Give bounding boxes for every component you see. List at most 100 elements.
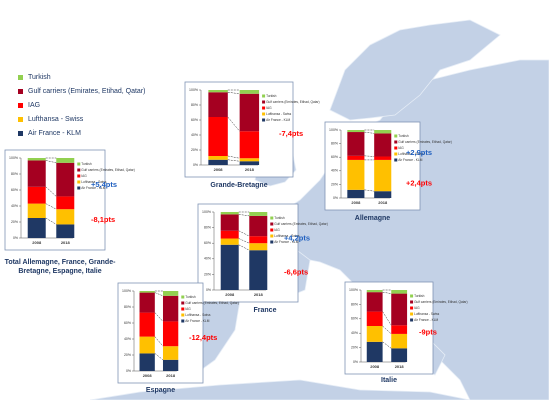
- bar-segment: [56, 196, 75, 210]
- mini-legend-swatch: [181, 319, 185, 323]
- connector: [154, 353, 164, 360]
- bar-segment: [391, 290, 408, 294]
- x-tick-label: 2018: [61, 240, 71, 245]
- bar-segment: [366, 326, 383, 342]
- africa: [89, 379, 471, 400]
- bar-segment: [139, 353, 155, 371]
- y-tick-label: 20%: [204, 272, 211, 276]
- y-tick-label: 40%: [331, 169, 338, 173]
- bar-segment: [27, 158, 46, 161]
- y-tick-label: 80%: [204, 226, 211, 230]
- connector: [45, 160, 57, 164]
- mini-legend-label: Lufthansa - Swiss: [414, 312, 440, 316]
- mini-legend-swatch: [270, 216, 274, 220]
- mini-legend-swatch: [262, 94, 266, 98]
- bar-segment: [208, 159, 228, 165]
- y-tick-label: 0%: [193, 163, 198, 167]
- y-tick-label: 80%: [351, 302, 358, 306]
- mini-legend-swatch: [270, 228, 274, 232]
- mini-legend-swatch: [262, 118, 266, 122]
- bar-segment: [27, 186, 46, 204]
- bar-segment: [139, 291, 155, 293]
- x-tick-label: 2008: [225, 292, 235, 297]
- connector: [364, 189, 375, 192]
- y-tick-label: 0%: [206, 288, 211, 292]
- y-tick-label: 80%: [11, 172, 18, 176]
- bar-segment: [347, 130, 365, 133]
- x-tick-label: 2018: [254, 292, 264, 297]
- bar-segment: [374, 156, 392, 160]
- mini-legend-label: Lufthansa - Swiss: [81, 180, 107, 184]
- mini-legend-swatch: [262, 106, 266, 110]
- mini-legend-label: Air France - KLM: [81, 186, 105, 190]
- mini-legend-label: Lufthansa - Swiss: [398, 152, 424, 156]
- y-tick-label: 20%: [191, 148, 198, 152]
- mini-legend-label: IAG: [185, 307, 191, 311]
- bar-segment: [249, 250, 268, 290]
- bar-segment: [220, 230, 239, 239]
- mini-legend-swatch: [181, 295, 185, 299]
- y-tick-label: 60%: [191, 118, 198, 122]
- legend-label: Gulf carriers (Emirates, Etihad, Qatar): [28, 88, 146, 95]
- legend-label: Air France - KLM: [28, 130, 81, 137]
- mini-legend-swatch: [394, 158, 398, 162]
- chart: 0% 20% 40% 60% 80% 100% 2008 2018 Air France - K…: [324, 121, 452, 211]
- bar-segment: [366, 292, 383, 312]
- chart-box: [117, 282, 204, 384]
- y-tick-label: 100%: [9, 156, 18, 160]
- x-tick-label: 2008: [370, 364, 380, 369]
- mini-legend-label: Lufthansa - Swiss: [266, 112, 292, 116]
- bar-segment: [27, 218, 46, 238]
- bar-segment: [162, 295, 179, 322]
- chart-box: [4, 149, 106, 251]
- mini-legend-swatch: [77, 186, 81, 190]
- bar-segment: [347, 189, 365, 198]
- mini-legend-swatch: [181, 301, 185, 305]
- mini-legend-label: Gulf carriers (Emirates, Etihad, Qatar): [398, 140, 452, 144]
- legend-swatch: [18, 131, 23, 136]
- connector: [238, 244, 250, 251]
- connector: [227, 155, 240, 159]
- mini-legend-label: Gulf carriers (Emirates, Etihad, Qatar): [81, 168, 135, 172]
- mini-legend-swatch: [77, 168, 81, 172]
- y-tick-label: 60%: [11, 188, 18, 192]
- connector: [45, 203, 57, 210]
- y-tick-label: 100%: [329, 128, 338, 132]
- bar-segment: [249, 215, 268, 237]
- bar-segment: [249, 236, 268, 244]
- bar-segment: [249, 243, 268, 251]
- bar-segment: [27, 203, 46, 218]
- annotation: -9pts: [419, 328, 437, 337]
- mini-legend-label: Turkish: [81, 162, 92, 166]
- bar-segment: [139, 292, 155, 313]
- bar-segment: [162, 321, 179, 347]
- mini-legend-label: Lufthansa - Swiss: [185, 313, 211, 317]
- mini-legend-swatch: [270, 240, 274, 244]
- x-tick-label: 2008: [32, 240, 42, 245]
- bar-segment: [366, 341, 383, 362]
- connector: [154, 336, 164, 347]
- legend-label: Lufthansa - Swiss: [28, 116, 84, 123]
- y-tick-label: 60%: [331, 155, 338, 159]
- legend-swatch: [18, 75, 23, 80]
- x-tick-label: 2008: [351, 200, 361, 205]
- y-tick-label: 80%: [331, 142, 338, 146]
- annotation: -6,6pts: [284, 268, 308, 277]
- mini-legend-swatch: [394, 146, 398, 150]
- bar-segment: [239, 161, 260, 165]
- bar-segment: [239, 131, 260, 159]
- annotation: +4,2pts: [284, 233, 310, 242]
- bar-segment: [249, 212, 268, 216]
- chart: 0% 20% 40% 60% 80% 100% 2008 2018 Air France - K…: [197, 203, 328, 303]
- mini-legend-swatch: [77, 162, 81, 166]
- bar-segment: [56, 224, 75, 238]
- mini-legend-swatch: [394, 152, 398, 156]
- bar-segment: [208, 117, 228, 156]
- mini-legend-swatch: [410, 318, 414, 322]
- mini-legend-swatch: [181, 313, 185, 317]
- y-tick-label: 40%: [124, 337, 131, 341]
- mini-legend-label: Gulf carriers (Emirates, Etihad, Qatar): [274, 222, 328, 226]
- mini-legend-label: IAG: [398, 146, 404, 150]
- bar-segment: [391, 348, 408, 362]
